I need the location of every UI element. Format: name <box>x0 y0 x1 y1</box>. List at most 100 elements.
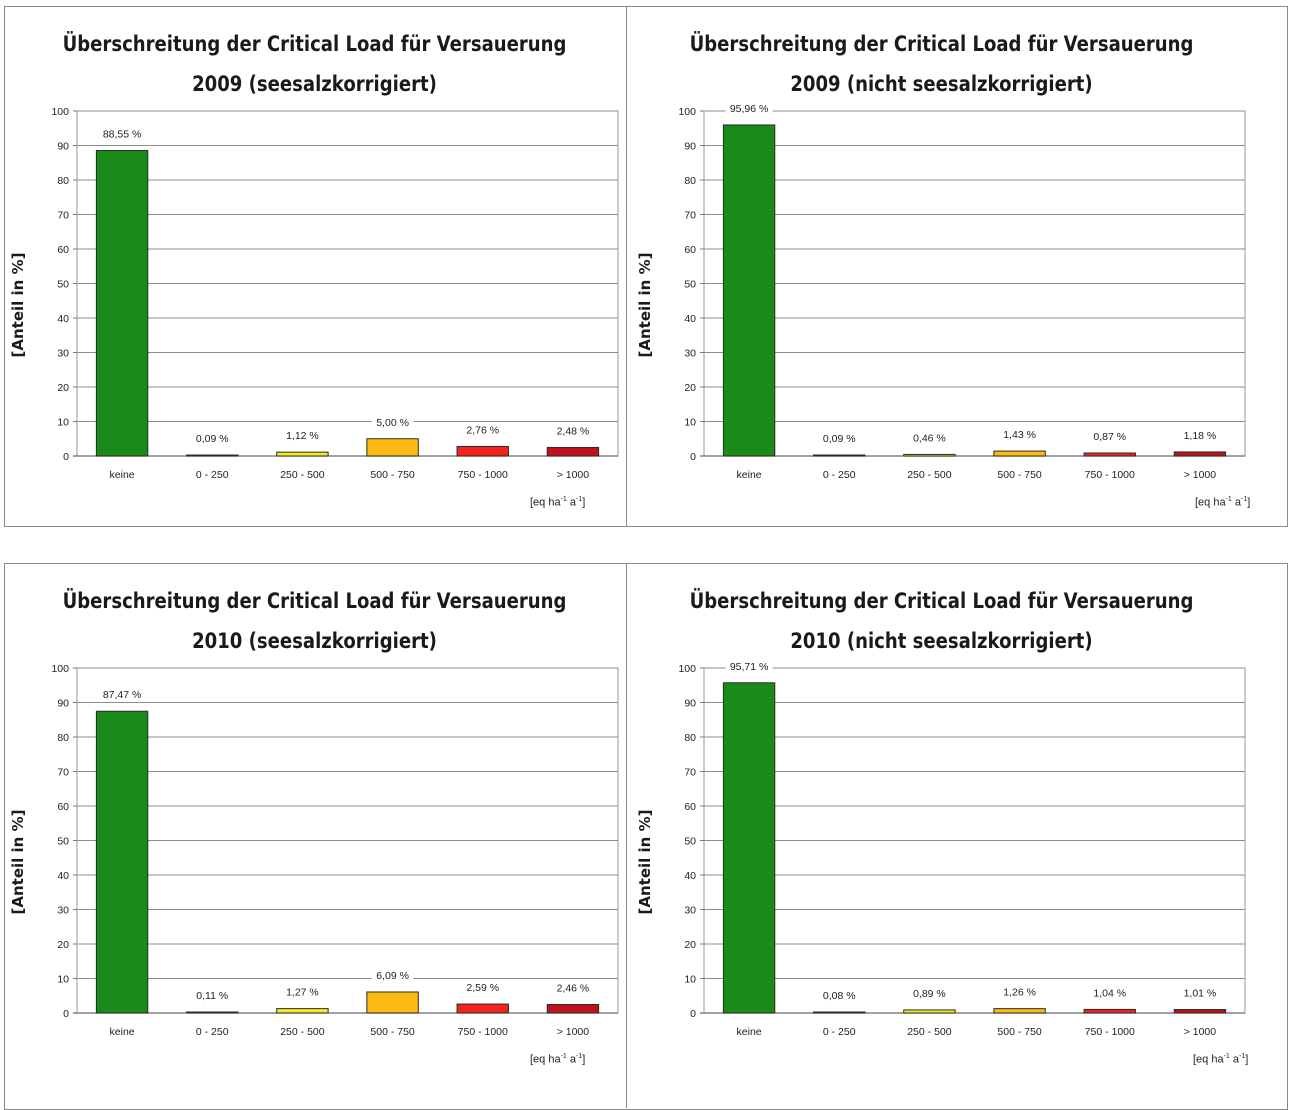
x-tick-label: 0 - 250 <box>823 469 856 481</box>
x-tick-label: 500 - 750 <box>370 469 415 481</box>
divider-bottom <box>626 563 627 1108</box>
bar-500-750 <box>366 438 419 457</box>
y-tick-label: 60 <box>57 801 69 813</box>
data-label-bg <box>908 430 951 445</box>
y-tick-label: 100 <box>51 106 69 118</box>
y-tick-label: 40 <box>57 313 69 325</box>
data-label-bg <box>461 980 504 995</box>
chart-title: Überschreitung der Critical Load für Ver… <box>62 589 567 613</box>
bar-250-500 <box>903 453 956 457</box>
chart-panel-2009-seesalzkorrigiert: Überschreitung der Critical Load für Ver… <box>0 8 629 528</box>
data-label: 88,55 % <box>103 129 142 141</box>
x-axis-unit: [eq ha-1 a-1] <box>530 496 586 509</box>
data-label-bg <box>552 980 594 995</box>
y-tick-label: 40 <box>57 870 69 882</box>
bar-chart: 0 10 20 30 40 50 60 70 80 90 100 95,96 % keine 0,09 %… <box>678 100 1246 481</box>
data-label: 1,27 % <box>286 987 319 999</box>
y-tick-label: 0 <box>63 451 69 463</box>
data-label: 0,08 % <box>823 990 856 1002</box>
bar-keine <box>722 124 776 457</box>
bar-0-250 <box>813 1011 866 1014</box>
data-label: 87,47 % <box>103 689 142 701</box>
x-tick-label: > 1000 <box>557 469 590 481</box>
data-label: 2,59 % <box>466 982 499 994</box>
y-tick-label: 30 <box>684 905 696 917</box>
data-label-bg <box>281 428 324 443</box>
data-label: 1,26 % <box>1003 987 1036 999</box>
data-label-bg <box>98 126 146 141</box>
x-tick-label: > 1000 <box>1184 1026 1217 1038</box>
bar-keine <box>722 682 776 1014</box>
bar-500-750 <box>993 450 1046 457</box>
y-tick-label: 70 <box>57 210 69 222</box>
x-tick-label: 250 - 500 <box>907 469 952 481</box>
x-tick-label: 500 - 750 <box>370 1026 415 1038</box>
y-tick-label: 20 <box>57 939 69 951</box>
y-tick-label: 80 <box>684 732 696 744</box>
bar-750-1000 <box>1083 452 1136 457</box>
data-label: 6,09 % <box>376 970 409 982</box>
y-tick-label: 50 <box>57 279 69 291</box>
y-tick-label: 80 <box>684 175 696 187</box>
bar-750-1000 <box>456 1003 509 1014</box>
x-tick-label: 250 - 500 <box>280 1026 325 1038</box>
bar-chart: 0 10 20 30 40 50 60 70 80 90 100 95,71 % keine 0,08 %… <box>678 658 1246 1038</box>
y-tick-label: 90 <box>57 141 69 153</box>
x-axis-unit: [eq ha-1 a-1] <box>1193 1053 1249 1066</box>
y-tick-label: 20 <box>57 382 69 394</box>
chart-subtitle: 2010 (seesalzkorrigiert) <box>192 629 437 653</box>
chart-subtitle: 2009 (nicht seesalzkorrigiert) <box>790 72 1093 96</box>
x-tick-label: keine <box>737 1026 762 1038</box>
x-tick-label: keine <box>737 469 762 481</box>
data-label-bg <box>725 100 773 115</box>
y-tick-label: 10 <box>684 974 696 986</box>
bar->1000 <box>1173 451 1227 457</box>
bar->1000 <box>546 446 600 457</box>
bar-chart: 0 10 20 30 40 50 60 70 80 90 100 87,47 % keine 0,11 %… <box>51 663 619 1038</box>
bar-0-250 <box>186 454 239 457</box>
divider-top <box>626 6 627 526</box>
data-label-bg <box>552 423 594 438</box>
data-label-bg <box>371 414 414 429</box>
y-tick-label: 80 <box>57 732 69 744</box>
y-tick-label: 50 <box>684 279 696 291</box>
chart-title: Überschreitung der Critical Load für Ver… <box>689 589 1194 613</box>
y-tick-label: 100 <box>51 663 69 675</box>
data-label: 95,96 % <box>730 103 769 115</box>
y-tick-label: 100 <box>678 663 696 675</box>
data-label-bg <box>1088 985 1131 1000</box>
data-label-bg <box>281 984 324 999</box>
bar->1000 <box>546 1004 600 1014</box>
data-label: 95,71 % <box>730 661 769 673</box>
chart-subtitle: 2009 (seesalzkorrigiert) <box>192 72 437 96</box>
x-tick-label: 750 - 1000 <box>458 1026 508 1038</box>
bar-250-500 <box>276 1008 329 1014</box>
y-tick-label: 20 <box>684 939 696 951</box>
x-tick-label: > 1000 <box>557 1026 590 1038</box>
x-tick-label: 0 - 250 <box>823 1026 856 1038</box>
data-label: 5,00 % <box>376 417 409 429</box>
y-tick-label: 60 <box>57 244 69 256</box>
bar-250-500 <box>276 451 329 457</box>
x-tick-label: 250 - 500 <box>280 469 325 481</box>
data-label-bg <box>371 967 414 982</box>
y-tick-label: 40 <box>684 313 696 325</box>
bar-750-1000 <box>1083 1008 1136 1014</box>
data-label: 0,09 % <box>823 433 856 445</box>
data-label-bg <box>998 984 1041 999</box>
y-tick-label: 30 <box>57 905 69 917</box>
y-tick-label: 50 <box>684 836 696 848</box>
data-label: 1,43 % <box>1003 429 1036 441</box>
chart-title: Überschreitung der Critical Load für Ver… <box>62 32 567 56</box>
data-label: 0,87 % <box>1093 431 1126 443</box>
y-tick-label: 70 <box>684 210 696 222</box>
y-tick-label: 80 <box>57 175 69 187</box>
data-label-bg <box>818 988 861 1002</box>
y-tick-label: 60 <box>684 244 696 256</box>
data-label-bg <box>998 427 1041 442</box>
bar-0-250 <box>813 454 866 457</box>
y-tick-label: 50 <box>57 836 69 848</box>
bar-keine <box>95 710 149 1014</box>
x-tick-label: 250 - 500 <box>907 1026 952 1038</box>
bar-250-500 <box>903 1009 956 1014</box>
